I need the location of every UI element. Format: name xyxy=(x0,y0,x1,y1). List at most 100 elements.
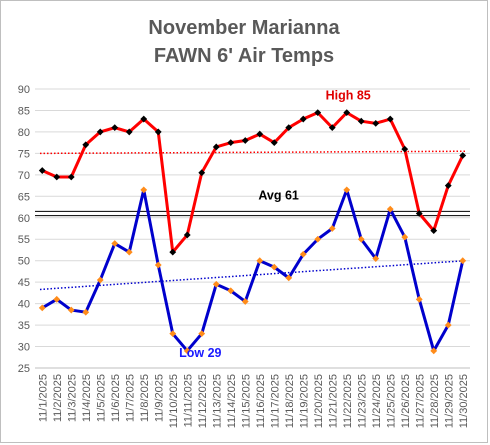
high-temp-point xyxy=(459,152,467,159)
low-temp-point xyxy=(96,276,104,284)
y-tick-label: 65 xyxy=(18,191,30,203)
low-temp-point xyxy=(343,186,351,194)
x-tick-label: 11/6/2025 xyxy=(110,374,122,422)
x-tick-label: 11/23/2025 xyxy=(356,374,368,428)
high-temp-point xyxy=(328,124,336,132)
x-tick-label: 11/7/2025 xyxy=(124,374,136,422)
high-temp-point xyxy=(314,109,322,117)
high-temp-point xyxy=(82,141,90,149)
high-temp-point xyxy=(256,130,264,138)
high-temp-point xyxy=(67,173,75,181)
x-tick-label: 11/10/2025 xyxy=(168,374,180,428)
x-tick-label: 11/18/2025 xyxy=(284,374,296,428)
x-tick-label: 11/13/2025 xyxy=(211,374,223,428)
x-tick-label: 11/5/2025 xyxy=(95,374,107,422)
high-temp-point xyxy=(415,210,423,217)
high-temp-point xyxy=(154,128,162,136)
low-temp-point xyxy=(328,225,336,232)
chart-title: November Marianna xyxy=(148,17,340,39)
low-temp-point xyxy=(53,295,61,303)
high-temp-point xyxy=(38,167,46,174)
low-temp-point xyxy=(125,248,133,256)
y-tick-label: 60 xyxy=(18,213,30,225)
y-tick-label: 90 xyxy=(18,84,30,96)
low-temp-point xyxy=(198,330,206,338)
y-tick-label: 25 xyxy=(18,363,30,375)
x-tick-label: 11/8/2025 xyxy=(139,374,151,422)
x-tick-label: 11/9/2025 xyxy=(153,374,165,422)
x-tick-label: 11/29/2025 xyxy=(443,374,455,428)
high-temp-point xyxy=(169,248,177,256)
x-tick-label: 11/2/2025 xyxy=(52,374,64,422)
low-trendline xyxy=(39,259,466,291)
low-temp-point xyxy=(241,298,249,305)
high-temp-point xyxy=(343,109,351,117)
high-temp-point xyxy=(401,145,409,153)
low-temp-point xyxy=(386,205,394,213)
y-tick-label: 80 xyxy=(18,127,30,139)
low-temp-point xyxy=(459,257,467,265)
y-tick-label: 45 xyxy=(18,277,30,289)
low-temp-point xyxy=(38,304,46,312)
x-tick-label: 11/28/2025 xyxy=(429,374,441,428)
low-temp-point xyxy=(372,255,380,262)
x-tick-label: 11/27/2025 xyxy=(414,374,426,428)
high-temp-point xyxy=(140,115,148,123)
x-tick-label: 11/11/2025 xyxy=(182,374,194,427)
low-temp-point xyxy=(183,347,191,355)
x-tick-label: 11/17/2025 xyxy=(269,374,281,428)
low-temp-point xyxy=(314,235,322,243)
low-temp-point xyxy=(212,280,220,288)
high-temp-point xyxy=(270,139,278,147)
x-tick-label: 11/16/2025 xyxy=(255,374,267,428)
high-temp-point xyxy=(285,124,293,132)
high-temp-point xyxy=(241,137,249,144)
low-temp-point xyxy=(401,233,409,241)
x-tick-label: 11/30/2025 xyxy=(458,374,470,428)
high-temp-point xyxy=(444,182,452,189)
x-tick-label: 11/24/2025 xyxy=(371,374,383,428)
x-tick-label: 11/3/2025 xyxy=(66,374,78,422)
y-tick-label: 75 xyxy=(18,148,30,160)
low-temp-point xyxy=(169,330,177,338)
high-temp-point xyxy=(299,115,307,123)
high-temp-point xyxy=(183,231,191,239)
x-tick-label: 11/14/2025 xyxy=(226,374,238,428)
chart-annotation: Low 29 xyxy=(179,346,221,360)
low-temp-point xyxy=(430,347,438,355)
y-tick-label: 70 xyxy=(18,170,30,182)
y-tick-label: 35 xyxy=(18,320,30,332)
y-tick-label: 50 xyxy=(18,256,30,268)
low-temp-point xyxy=(82,308,90,316)
x-tick-label: 11/22/2025 xyxy=(342,374,354,428)
high-temp-point xyxy=(430,227,438,235)
chart-annotation: Avg 61 xyxy=(258,189,299,203)
x-tick-label: 11/1/2025 xyxy=(37,374,49,422)
high-trendline xyxy=(39,150,466,155)
low-temp-point xyxy=(270,263,278,271)
low-temp-point xyxy=(444,321,452,329)
y-tick-label: 40 xyxy=(18,299,30,311)
low-temp-series-line xyxy=(41,188,465,353)
high-temp-point xyxy=(198,169,206,177)
y-tick-label: 85 xyxy=(18,105,30,117)
low-temp-point xyxy=(256,257,264,265)
low-temp-point xyxy=(227,287,235,295)
low-temp-point xyxy=(111,240,119,247)
x-tick-label: 11/4/2025 xyxy=(81,374,93,422)
low-temp-point xyxy=(285,274,293,282)
low-temp-point xyxy=(299,250,307,258)
x-tick-label: 11/20/2025 xyxy=(313,374,325,428)
x-tick-label: 11/15/2025 xyxy=(240,374,252,428)
chart-annotation: High 85 xyxy=(326,89,371,103)
high-temp-point xyxy=(357,117,365,125)
x-tick-label: 11/21/2025 xyxy=(327,374,339,428)
y-tick-label: 55 xyxy=(18,234,30,246)
x-tick-label: 11/19/2025 xyxy=(298,374,310,428)
high-temp-point xyxy=(212,143,220,151)
high-temp-point xyxy=(386,115,394,123)
x-tick-label: 11/12/2025 xyxy=(197,374,209,428)
high-temp-point xyxy=(96,128,104,136)
